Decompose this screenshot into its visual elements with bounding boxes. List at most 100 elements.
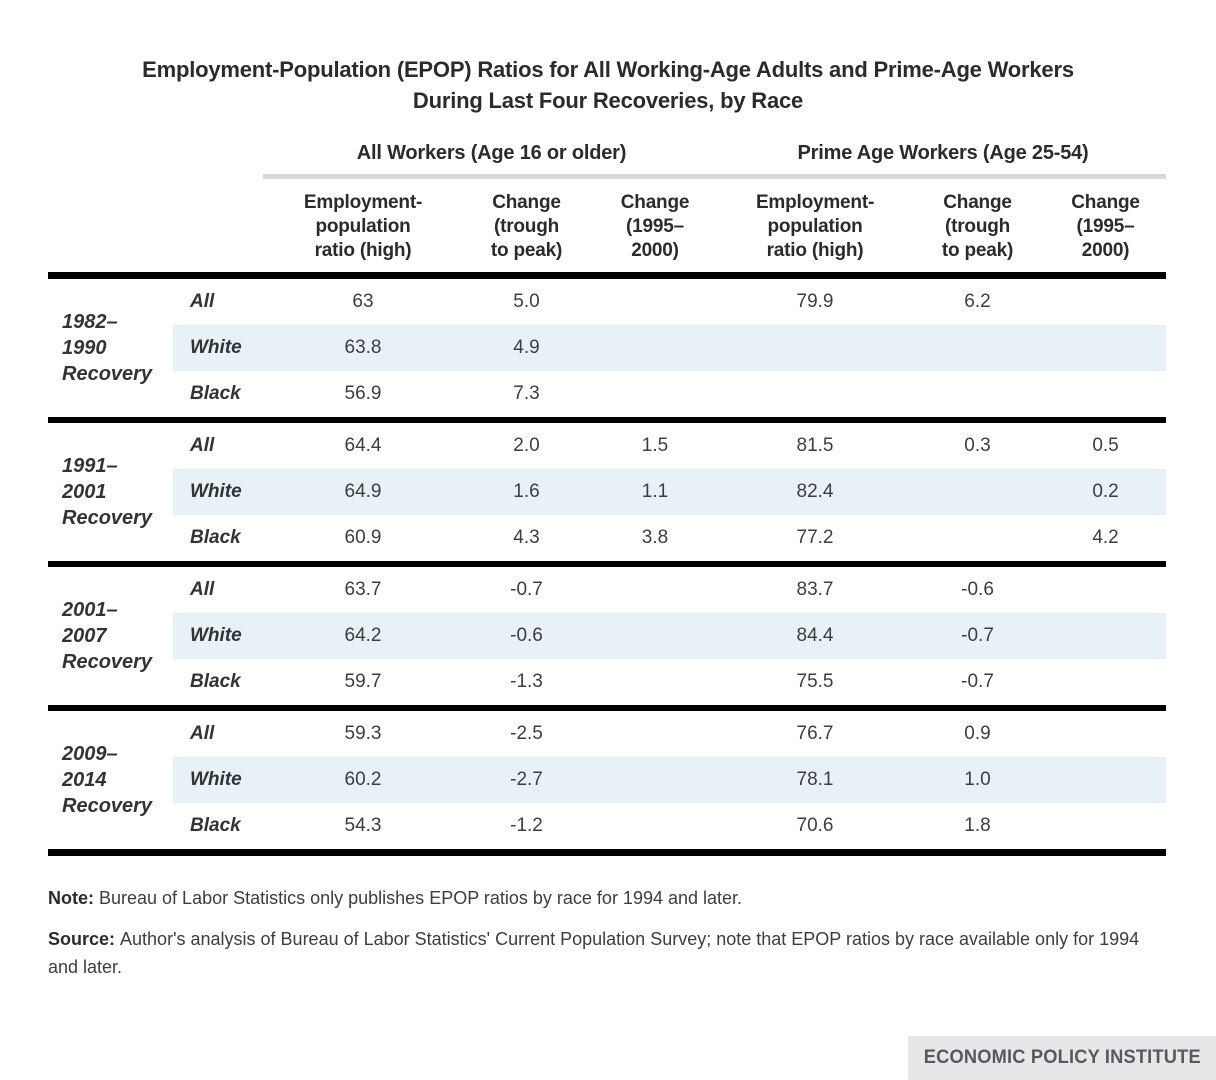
value-cell: 3.8	[641, 527, 669, 548]
value-cell: -0.6	[961, 579, 994, 600]
recovery-block: 2001– 2007 Recovery All 63.7 -0.7 83.7 -0.6 Wh…	[48, 564, 1167, 708]
source-label: Source:	[48, 929, 116, 949]
race-label: All	[190, 291, 215, 312]
table-row: White 64.2 -0.6 84.4 -0.7	[48, 613, 1167, 659]
source-text: Author's analysis of Bureau of Labor Sta…	[48, 929, 1140, 977]
table-row: 2009– 2014 Recovery All 59.3 -2.5 76.7 0.9	[48, 708, 1166, 817]
recovery-block: 1991– 2001 Recovery All 64.4 2.0 1.5 81.5 0.3 0…	[48, 420, 1167, 564]
value-cell: 0.5	[1092, 435, 1119, 456]
value-cell	[1045, 613, 1167, 659]
race-label: White	[173, 469, 263, 515]
value-cell: 1.5	[641, 435, 669, 456]
table-row: White 60.2 -2.7 78.1 1.0	[48, 757, 1167, 803]
period-label: 1982– 1990 Recovery	[62, 311, 153, 385]
value-cell: -2.5	[510, 723, 543, 744]
table-row: 1991– 2001 Recovery All 64.4 2.0 1.5 81.5 0.3 0…	[48, 420, 1166, 529]
value-cell: 4.9	[463, 325, 590, 371]
value-cell	[910, 469, 1046, 515]
epop-table: All Workers (Age 16 or older) Prime Age …	[48, 138, 1167, 856]
race-label: Black	[190, 815, 241, 836]
value-cell: 60.2	[263, 757, 463, 803]
value-cell: 75.5	[796, 671, 834, 692]
value-cell: 81.5	[796, 435, 834, 456]
source-line: Source: Author's analysis of Bureau of La…	[48, 925, 1166, 981]
value-cell	[720, 325, 911, 371]
value-cell	[590, 803, 720, 853]
value-cell	[1045, 803, 1166, 853]
period-label: 2009– 2014 Recovery	[62, 743, 153, 817]
value-cell: 6.2	[964, 291, 991, 312]
value-cell: -0.7	[961, 671, 994, 692]
group-header-all-workers: All Workers (Age 16 or older)	[263, 138, 721, 179]
value-cell	[590, 325, 721, 371]
note-label: Note:	[48, 888, 94, 908]
value-cell: 0.2	[1045, 469, 1167, 515]
value-cell	[910, 325, 1046, 371]
value-cell	[590, 276, 720, 326]
value-cell	[1045, 659, 1166, 708]
value-cell: 2.0	[513, 435, 540, 456]
race-label: Black	[190, 527, 241, 548]
table-row: 2001– 2007 Recovery All 63.7 -0.7 83.7 -0.6	[48, 564, 1166, 673]
table-row: White 64.9 1.6 1.1 82.4 0.2	[48, 469, 1167, 515]
column-header-change-trough-peak-all: Change (trough to peak)	[490, 192, 563, 261]
column-header-spacer	[48, 177, 263, 276]
value-cell	[720, 371, 910, 420]
value-cell: 1.1	[590, 469, 721, 515]
race-label: All	[190, 579, 215, 600]
value-cell: 77.2	[796, 527, 834, 548]
race-label: All	[190, 435, 215, 456]
value-cell: 64.9	[263, 469, 463, 515]
value-cell: 70.6	[796, 815, 834, 836]
group-header-row: All Workers (Age 16 or older) Prime Age …	[48, 138, 1167, 179]
value-cell: 0.3	[964, 435, 991, 456]
table-row: Black 54.3 -1.2 70.6 1.8	[48, 803, 1166, 853]
value-cell: -2.7	[463, 757, 590, 803]
value-cell: 1.6	[463, 469, 590, 515]
value-cell: -0.7	[510, 579, 543, 600]
table-row: 1982– 1990 Recovery All 63 5.0 79.9 6.2	[48, 276, 1166, 385]
value-cell: 64.4	[344, 435, 382, 456]
value-cell: 79.9	[796, 291, 834, 312]
economic-policy-institute-logo: ECONOMIC POLICY INSTITUTE	[908, 1036, 1216, 1080]
value-cell: 64.2	[263, 613, 463, 659]
value-cell: 59.7	[344, 671, 382, 692]
value-cell: 60.9	[344, 527, 382, 548]
value-cell: 1.0	[910, 757, 1046, 803]
group-header-spacer	[48, 138, 263, 177]
value-cell	[1045, 371, 1166, 420]
value-cell: 76.7	[796, 723, 834, 744]
race-label: White	[173, 757, 263, 803]
epop-table-container: All Workers (Age 16 or older) Prime Age …	[48, 138, 1167, 856]
race-label: All	[190, 723, 215, 744]
value-cell	[1045, 564, 1166, 613]
table-row: Black 56.9 7.3	[48, 371, 1166, 420]
value-cell: 0.9	[964, 723, 991, 744]
value-cell: 1.8	[964, 815, 991, 836]
value-cell: 56.9	[344, 383, 382, 404]
value-cell: 63	[352, 291, 374, 312]
value-cell: -0.7	[910, 613, 1046, 659]
column-header-epop-ratio-prime: Employment- population ratio (high)	[755, 192, 875, 261]
value-cell: 82.4	[720, 469, 911, 515]
column-header-row: Employment- population ratio (high) Chan…	[48, 177, 1167, 276]
value-cell: 59.3	[344, 723, 382, 744]
value-cell: 5.0	[513, 291, 540, 312]
value-cell	[1045, 708, 1166, 757]
value-cell	[1045, 325, 1167, 371]
note-text: Bureau of Labor Statistics only publishe…	[99, 888, 743, 908]
group-header-prime-age: Prime Age Workers (Age 25-54)	[720, 138, 1167, 179]
value-cell	[590, 659, 720, 708]
recovery-block: 1982– 1990 Recovery All 63 5.0 79.9 6.2 White 6…	[48, 275, 1167, 421]
value-cell	[1045, 757, 1167, 803]
value-cell: 63.7	[344, 579, 382, 600]
column-header-change-1995-2000-all: Change (1995– 2000)	[620, 192, 690, 261]
value-cell	[590, 757, 721, 803]
value-cell: 54.3	[344, 815, 382, 836]
value-cell: 84.4	[720, 613, 911, 659]
value-cell	[910, 515, 1045, 564]
value-cell: 78.1	[720, 757, 911, 803]
race-label: Black	[190, 383, 241, 404]
column-header-change-1995-2000-prime: Change (1995– 2000)	[1071, 192, 1140, 261]
value-cell: 83.7	[796, 579, 834, 600]
